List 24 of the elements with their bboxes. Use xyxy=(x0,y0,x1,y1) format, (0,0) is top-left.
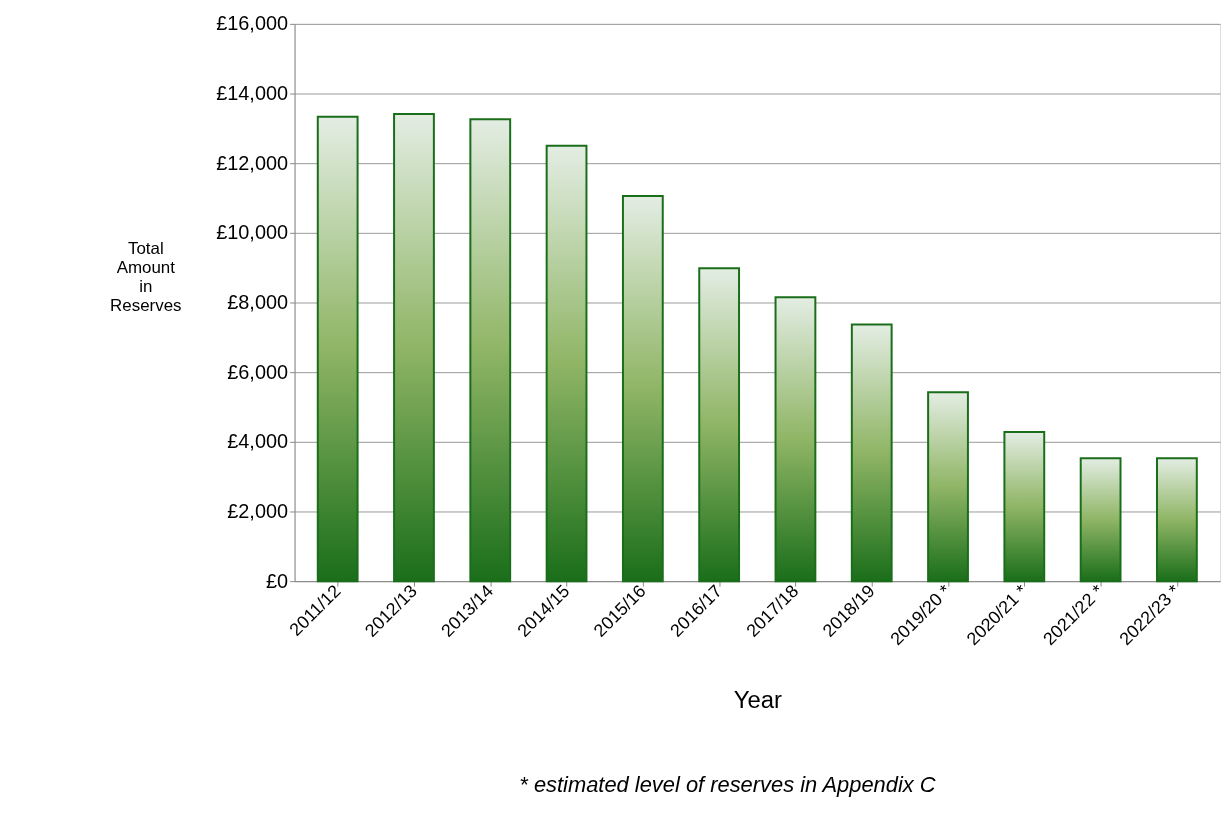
y-tick-label: £14,000 xyxy=(216,81,289,104)
bar xyxy=(393,113,435,583)
bar xyxy=(316,115,359,583)
y-tick-label: £2,000 xyxy=(227,499,289,522)
y-tick-label: £10,000 xyxy=(216,221,289,244)
y-tick-label: £4,000 xyxy=(227,430,289,453)
bar xyxy=(1156,457,1198,583)
bar xyxy=(698,267,741,583)
text: * estimated level of reserves in Appendix C xyxy=(519,772,936,798)
bar xyxy=(850,323,893,583)
y-tick-label: £12,000 xyxy=(216,151,289,174)
bar xyxy=(545,144,588,583)
bar xyxy=(774,296,817,583)
x-axis-title: Year xyxy=(733,685,782,713)
y-tick-label: £0 xyxy=(265,569,289,592)
bar xyxy=(1079,457,1122,583)
y-axis-title: Total Amount in Reserves xyxy=(110,239,182,315)
bar xyxy=(927,391,969,583)
y-tick-label: £8,000 xyxy=(227,290,289,313)
y-tick-label: £6,000 xyxy=(227,360,289,383)
bar xyxy=(621,194,664,583)
bar xyxy=(1003,431,1046,583)
bar xyxy=(469,118,512,583)
y-tick-label: £16,000 xyxy=(216,12,289,35)
